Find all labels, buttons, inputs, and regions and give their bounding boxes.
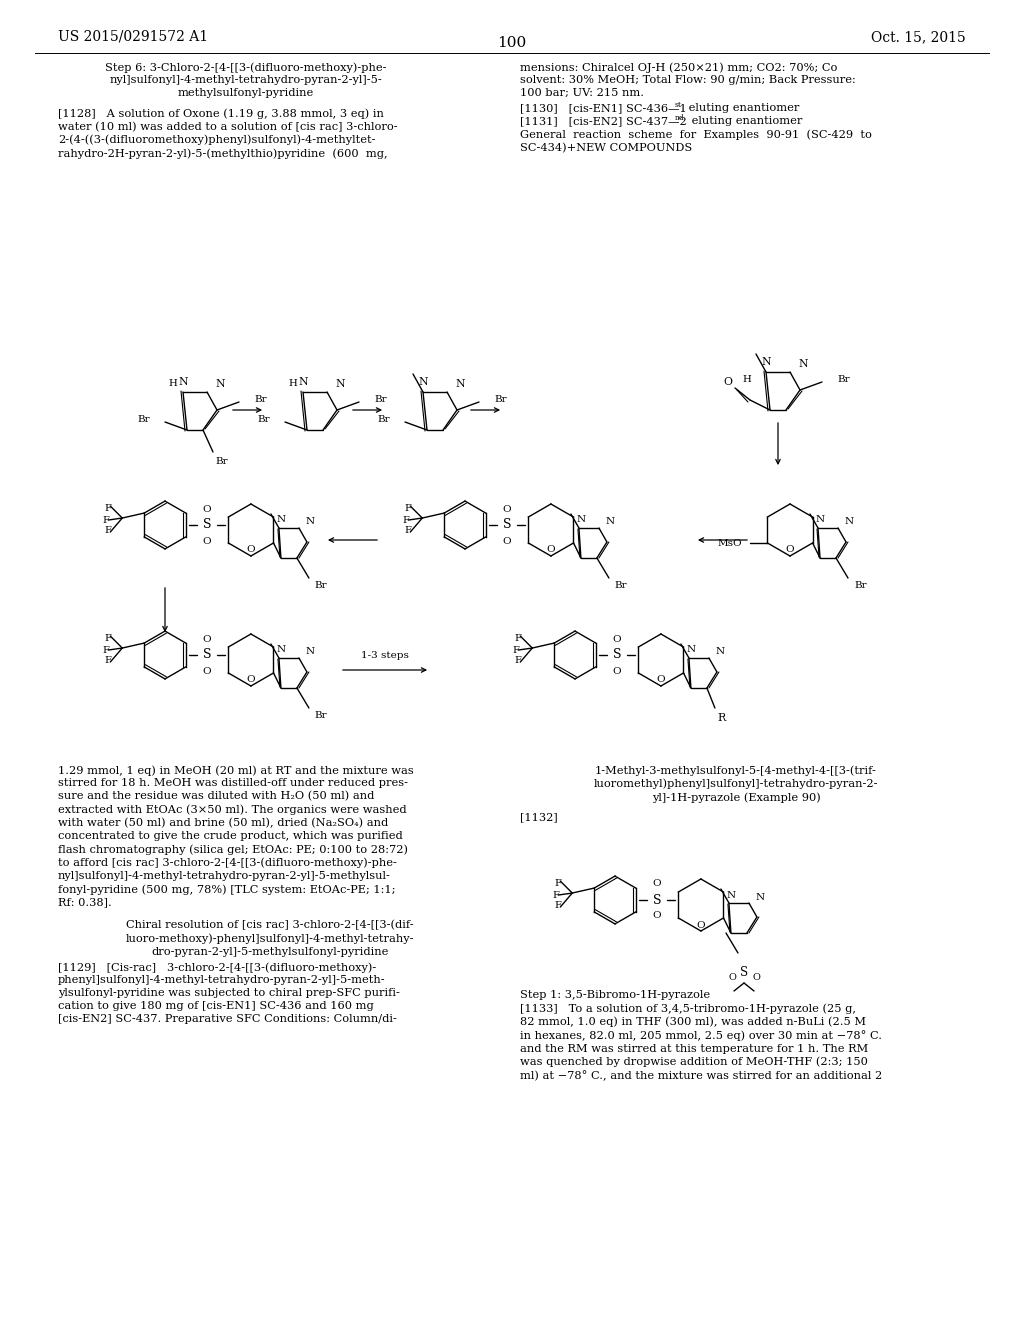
Text: Br: Br [315, 711, 328, 721]
Text: Br: Br [374, 396, 387, 404]
Text: Br: Br [378, 416, 390, 425]
Text: F: F [104, 656, 112, 664]
Text: Br: Br [254, 396, 266, 404]
Text: F: F [102, 645, 110, 655]
Text: N: N [726, 891, 735, 899]
Text: O: O [752, 973, 760, 982]
Text: N: N [335, 379, 344, 389]
Text: O: O [652, 912, 662, 920]
Text: [1131]   [cis-EN2] SC-437—2: [1131] [cis-EN2] SC-437—2 [520, 116, 687, 125]
Text: S: S [203, 648, 211, 661]
Text: mensions: Chiralcel OJ-H (250×21) mm; CO2: 70%; Co
solvent: 30% MeOH; Total Flow: mensions: Chiralcel OJ-H (250×21) mm; CO… [520, 62, 856, 98]
Text: Oct. 15, 2015: Oct. 15, 2015 [871, 30, 966, 44]
Text: F: F [402, 516, 410, 524]
Text: N: N [686, 645, 695, 655]
Text: S: S [740, 966, 749, 979]
Text: H: H [168, 380, 177, 388]
Text: N: N [756, 892, 765, 902]
Text: O: O [503, 504, 511, 513]
Text: R: R [717, 713, 725, 723]
Text: Br: Br [315, 582, 328, 590]
Text: 1-3 steps: 1-3 steps [361, 651, 409, 660]
Text: N: N [798, 359, 808, 370]
Text: O: O [612, 667, 622, 676]
Text: F: F [513, 645, 520, 655]
Text: Br: Br [137, 416, 150, 425]
Text: O: O [612, 635, 622, 644]
Text: MsO: MsO [718, 539, 742, 548]
Text: F: F [404, 525, 412, 535]
Text: O: O [503, 536, 511, 545]
Text: 1.29 mmol, 1 eq) in MeOH (20 ml) at RT and the mixture was
stirred for 18 h. MeO: 1.29 mmol, 1 eq) in MeOH (20 ml) at RT a… [58, 766, 414, 907]
Text: nd: nd [675, 114, 685, 121]
Text: O: O [203, 536, 211, 545]
Text: General  reaction  scheme  for  Examples  90-91  (SC-429  to
SC-434)+NEW COMPOUN: General reaction scheme for Examples 90-… [520, 129, 871, 153]
Text: N: N [298, 378, 308, 387]
Text: Br: Br [494, 396, 507, 404]
Text: F: F [553, 891, 560, 899]
Text: st: st [675, 102, 682, 110]
Text: S: S [203, 519, 211, 532]
Text: Br: Br [837, 375, 850, 384]
Text: [1129]   [Cis-rac]   3-chloro-2-[4-[[3-(difluoro-methoxy)-
phenyl]sulfonyl]-4-me: [1129] [Cis-rac] 3-chloro-2-[4-[[3-(difl… [58, 962, 400, 1024]
Text: F: F [515, 656, 521, 664]
Text: O: O [247, 676, 255, 685]
Text: O: O [723, 378, 732, 387]
Text: Br: Br [257, 416, 270, 425]
Text: O: O [696, 920, 706, 929]
Text: Br: Br [615, 582, 628, 590]
Text: O: O [203, 504, 211, 513]
Text: [1128]   A solution of Oxone (1.19 g, 3.88 mmol, 3 eq) in
water (10 ml) was adde: [1128] A solution of Oxone (1.19 g, 3.88… [58, 108, 397, 158]
Text: Chiral resolution of [cis rac] 3-chloro-2-[4-[[3-(dif-
luoro-methoxy)-phenyl]sul: Chiral resolution of [cis rac] 3-chloro-… [126, 920, 415, 957]
Text: F: F [104, 525, 112, 535]
Text: Step 6: 3-Chloro-2-[4-[[3-(difluoro-methoxy)-phe-
nyl]sulfonyl]-4-methyl-tetrahy: Step 6: 3-Chloro-2-[4-[[3-(difluoro-meth… [105, 62, 386, 98]
Text: S: S [652, 894, 662, 907]
Text: F: F [104, 634, 112, 643]
Text: O: O [247, 545, 255, 554]
Text: [1133]   To a solution of 3,4,5-tribromo-1H-pyrazole (25 g,
82 mmol, 1.0 eq) in : [1133] To a solution of 3,4,5-tribromo-1… [520, 1003, 883, 1081]
Text: H: H [288, 380, 297, 388]
Text: S: S [503, 519, 511, 532]
Text: F: F [102, 516, 110, 524]
Text: O: O [652, 879, 662, 888]
Text: eluting enantiomer: eluting enantiomer [688, 116, 803, 125]
Text: F: F [555, 900, 562, 909]
Text: 100: 100 [498, 36, 526, 50]
Text: N: N [716, 648, 725, 656]
Text: US 2015/0291572 A1: US 2015/0291572 A1 [58, 30, 208, 44]
Text: N: N [306, 648, 315, 656]
Text: N: N [455, 379, 465, 389]
Text: N: N [178, 378, 187, 387]
Text: N: N [815, 516, 824, 524]
Text: Br: Br [215, 458, 227, 466]
Text: O: O [656, 676, 666, 685]
Text: O: O [785, 545, 795, 554]
Text: N: N [306, 517, 315, 527]
Text: 1-Methyl-3-methylsulfonyl-5-[4-methyl-4-[[3-(trif-
luoromethyl)phenyl]sulfonyl]-: 1-Methyl-3-methylsulfonyl-5-[4-methyl-4-… [594, 766, 879, 803]
Text: Step 1: 3,5-Bibromo-1H-pyrazole: Step 1: 3,5-Bibromo-1H-pyrazole [520, 990, 710, 1001]
Text: N: N [761, 356, 771, 367]
Text: N: N [418, 378, 428, 387]
Text: O: O [203, 667, 211, 676]
Text: F: F [515, 634, 521, 643]
Text: F: F [404, 503, 412, 512]
Text: O: O [728, 973, 736, 982]
Text: F: F [555, 879, 562, 887]
Text: H: H [742, 375, 752, 384]
Text: N: N [276, 645, 286, 655]
Text: [1132]: [1132] [520, 812, 558, 822]
Text: N: N [215, 379, 224, 389]
Text: F: F [104, 503, 112, 512]
Text: [1130]   [cis-EN1] SC-436—1: [1130] [cis-EN1] SC-436—1 [520, 103, 687, 114]
Text: eluting enantiomer: eluting enantiomer [685, 103, 800, 114]
Text: N: N [276, 516, 286, 524]
Text: S: S [612, 648, 622, 661]
Text: O: O [203, 635, 211, 644]
Text: N: N [577, 516, 586, 524]
Text: Br: Br [854, 582, 866, 590]
Text: N: N [606, 517, 615, 527]
Text: N: N [845, 517, 854, 527]
Text: O: O [547, 545, 555, 554]
